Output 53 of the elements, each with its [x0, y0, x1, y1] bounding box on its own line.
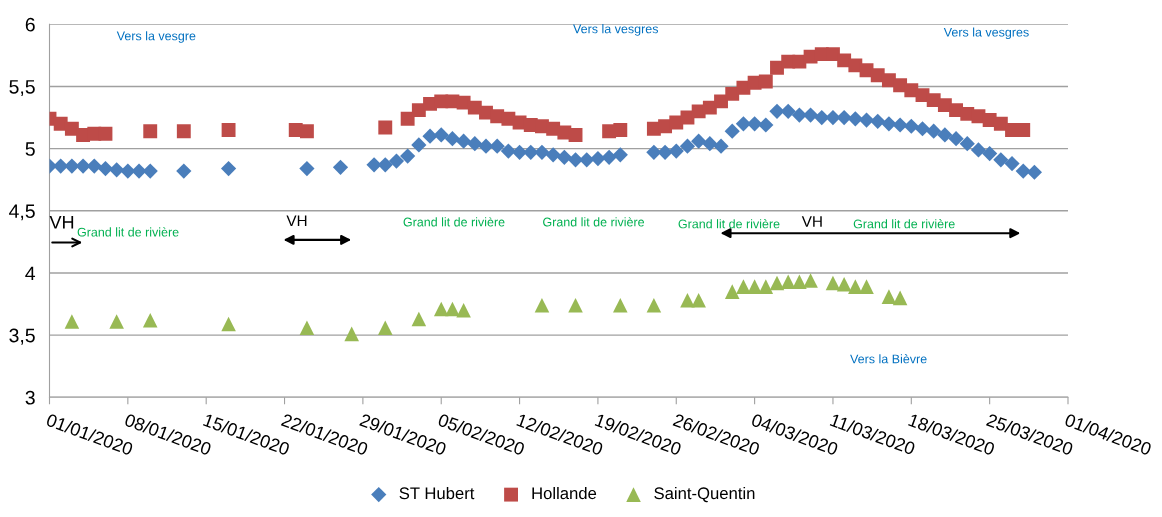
point [344, 326, 359, 342]
point [881, 289, 897, 304]
point [680, 293, 695, 308]
point [825, 275, 841, 291]
y-tick-label: 5,5 [9, 80, 35, 96]
point [859, 279, 874, 294]
annotation: Grand lit de rivière [853, 219, 955, 229]
point [848, 279, 863, 294]
point [747, 279, 762, 294]
annotation: VH [49, 216, 74, 229]
legend-label: Hollande [532, 486, 597, 500]
annotation: Vers la vesgre [116, 31, 196, 43]
point [758, 279, 774, 294]
point [109, 314, 124, 329]
y-tick-label: 3,5 [9, 328, 35, 345]
annotation: Grand lit de rivière [77, 227, 179, 237]
point [736, 279, 751, 294]
point [411, 311, 427, 327]
point [64, 314, 80, 329]
point [803, 273, 818, 288]
point [221, 316, 236, 332]
point [142, 312, 158, 328]
y-tick-label: 3 [25, 390, 35, 405]
y-tick-label: 6 [25, 17, 35, 32]
point [456, 302, 471, 318]
point [769, 275, 785, 291]
point [613, 298, 628, 313]
point [568, 298, 583, 313]
point [691, 293, 706, 308]
point [534, 298, 550, 313]
legend-label: ST Hubert [399, 486, 475, 500]
point [445, 301, 460, 317]
point [892, 290, 908, 306]
annotation: VH [801, 216, 822, 227]
annotation: Vers la Bièvre [850, 354, 927, 364]
y-tick-label: 5 [25, 142, 35, 156]
point [299, 320, 315, 335]
point [377, 320, 393, 335]
point [792, 274, 807, 289]
annotation: Vers la vesgres [943, 27, 1029, 40]
annotation: Grand lit de rivière [403, 217, 505, 227]
point [780, 274, 796, 289]
annotation: Grand lit de rivière [678, 219, 780, 229]
annotation: Vers la vesgres [573, 24, 659, 36]
point [836, 276, 852, 292]
point [646, 298, 662, 313]
y-tick-label: 4,5 [9, 204, 35, 221]
y-tick-label: 4 [25, 266, 36, 281]
annotation: VH [286, 215, 307, 226]
legend-label: Saint-Quentin [654, 486, 755, 503]
point [433, 301, 449, 317]
annotation: Grand lit de rivière [543, 217, 645, 227]
point [724, 284, 740, 299]
